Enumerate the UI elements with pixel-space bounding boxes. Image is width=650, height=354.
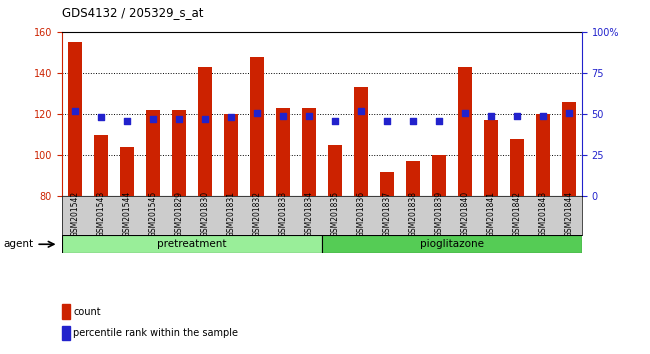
Bar — [380, 172, 394, 196]
Bar — [250, 57, 264, 196]
Point — [330, 118, 340, 124]
Point — [226, 115, 236, 120]
Bar — [146, 110, 160, 196]
Point — [512, 113, 522, 119]
Bar — [562, 102, 576, 196]
Bar — [458, 67, 472, 196]
Point — [538, 113, 548, 119]
Bar — [432, 155, 446, 196]
Text: count: count — [73, 307, 101, 317]
Bar — [406, 161, 420, 196]
Bar — [224, 114, 238, 196]
Bar — [172, 110, 186, 196]
Bar — [354, 87, 368, 196]
Point — [122, 118, 132, 124]
Point — [564, 110, 574, 115]
Bar — [276, 108, 290, 196]
Point — [200, 116, 210, 122]
Bar — [510, 139, 524, 196]
Point — [382, 118, 392, 124]
Bar — [198, 67, 212, 196]
Bar — [328, 145, 342, 196]
Text: agent: agent — [3, 239, 33, 249]
Point — [148, 116, 158, 122]
Point — [70, 108, 80, 114]
Bar — [302, 108, 316, 196]
Bar — [120, 147, 134, 196]
Point — [96, 115, 106, 120]
Point — [174, 116, 184, 122]
Text: percentile rank within the sample: percentile rank within the sample — [73, 329, 239, 338]
Point — [408, 118, 418, 124]
Point — [434, 118, 444, 124]
Text: pioglitazone: pioglitazone — [420, 239, 484, 249]
Bar — [68, 42, 82, 196]
Point — [252, 110, 262, 115]
Point — [278, 113, 288, 119]
Bar — [536, 114, 550, 196]
Point — [486, 113, 496, 119]
Bar — [62, 235, 322, 253]
Text: GDS4132 / 205329_s_at: GDS4132 / 205329_s_at — [62, 6, 203, 19]
Bar — [484, 120, 498, 196]
Bar — [94, 135, 108, 196]
Point — [304, 113, 314, 119]
Text: pretreatment: pretreatment — [157, 239, 226, 249]
Point — [460, 110, 470, 115]
Point — [356, 108, 366, 114]
Bar — [322, 235, 582, 253]
